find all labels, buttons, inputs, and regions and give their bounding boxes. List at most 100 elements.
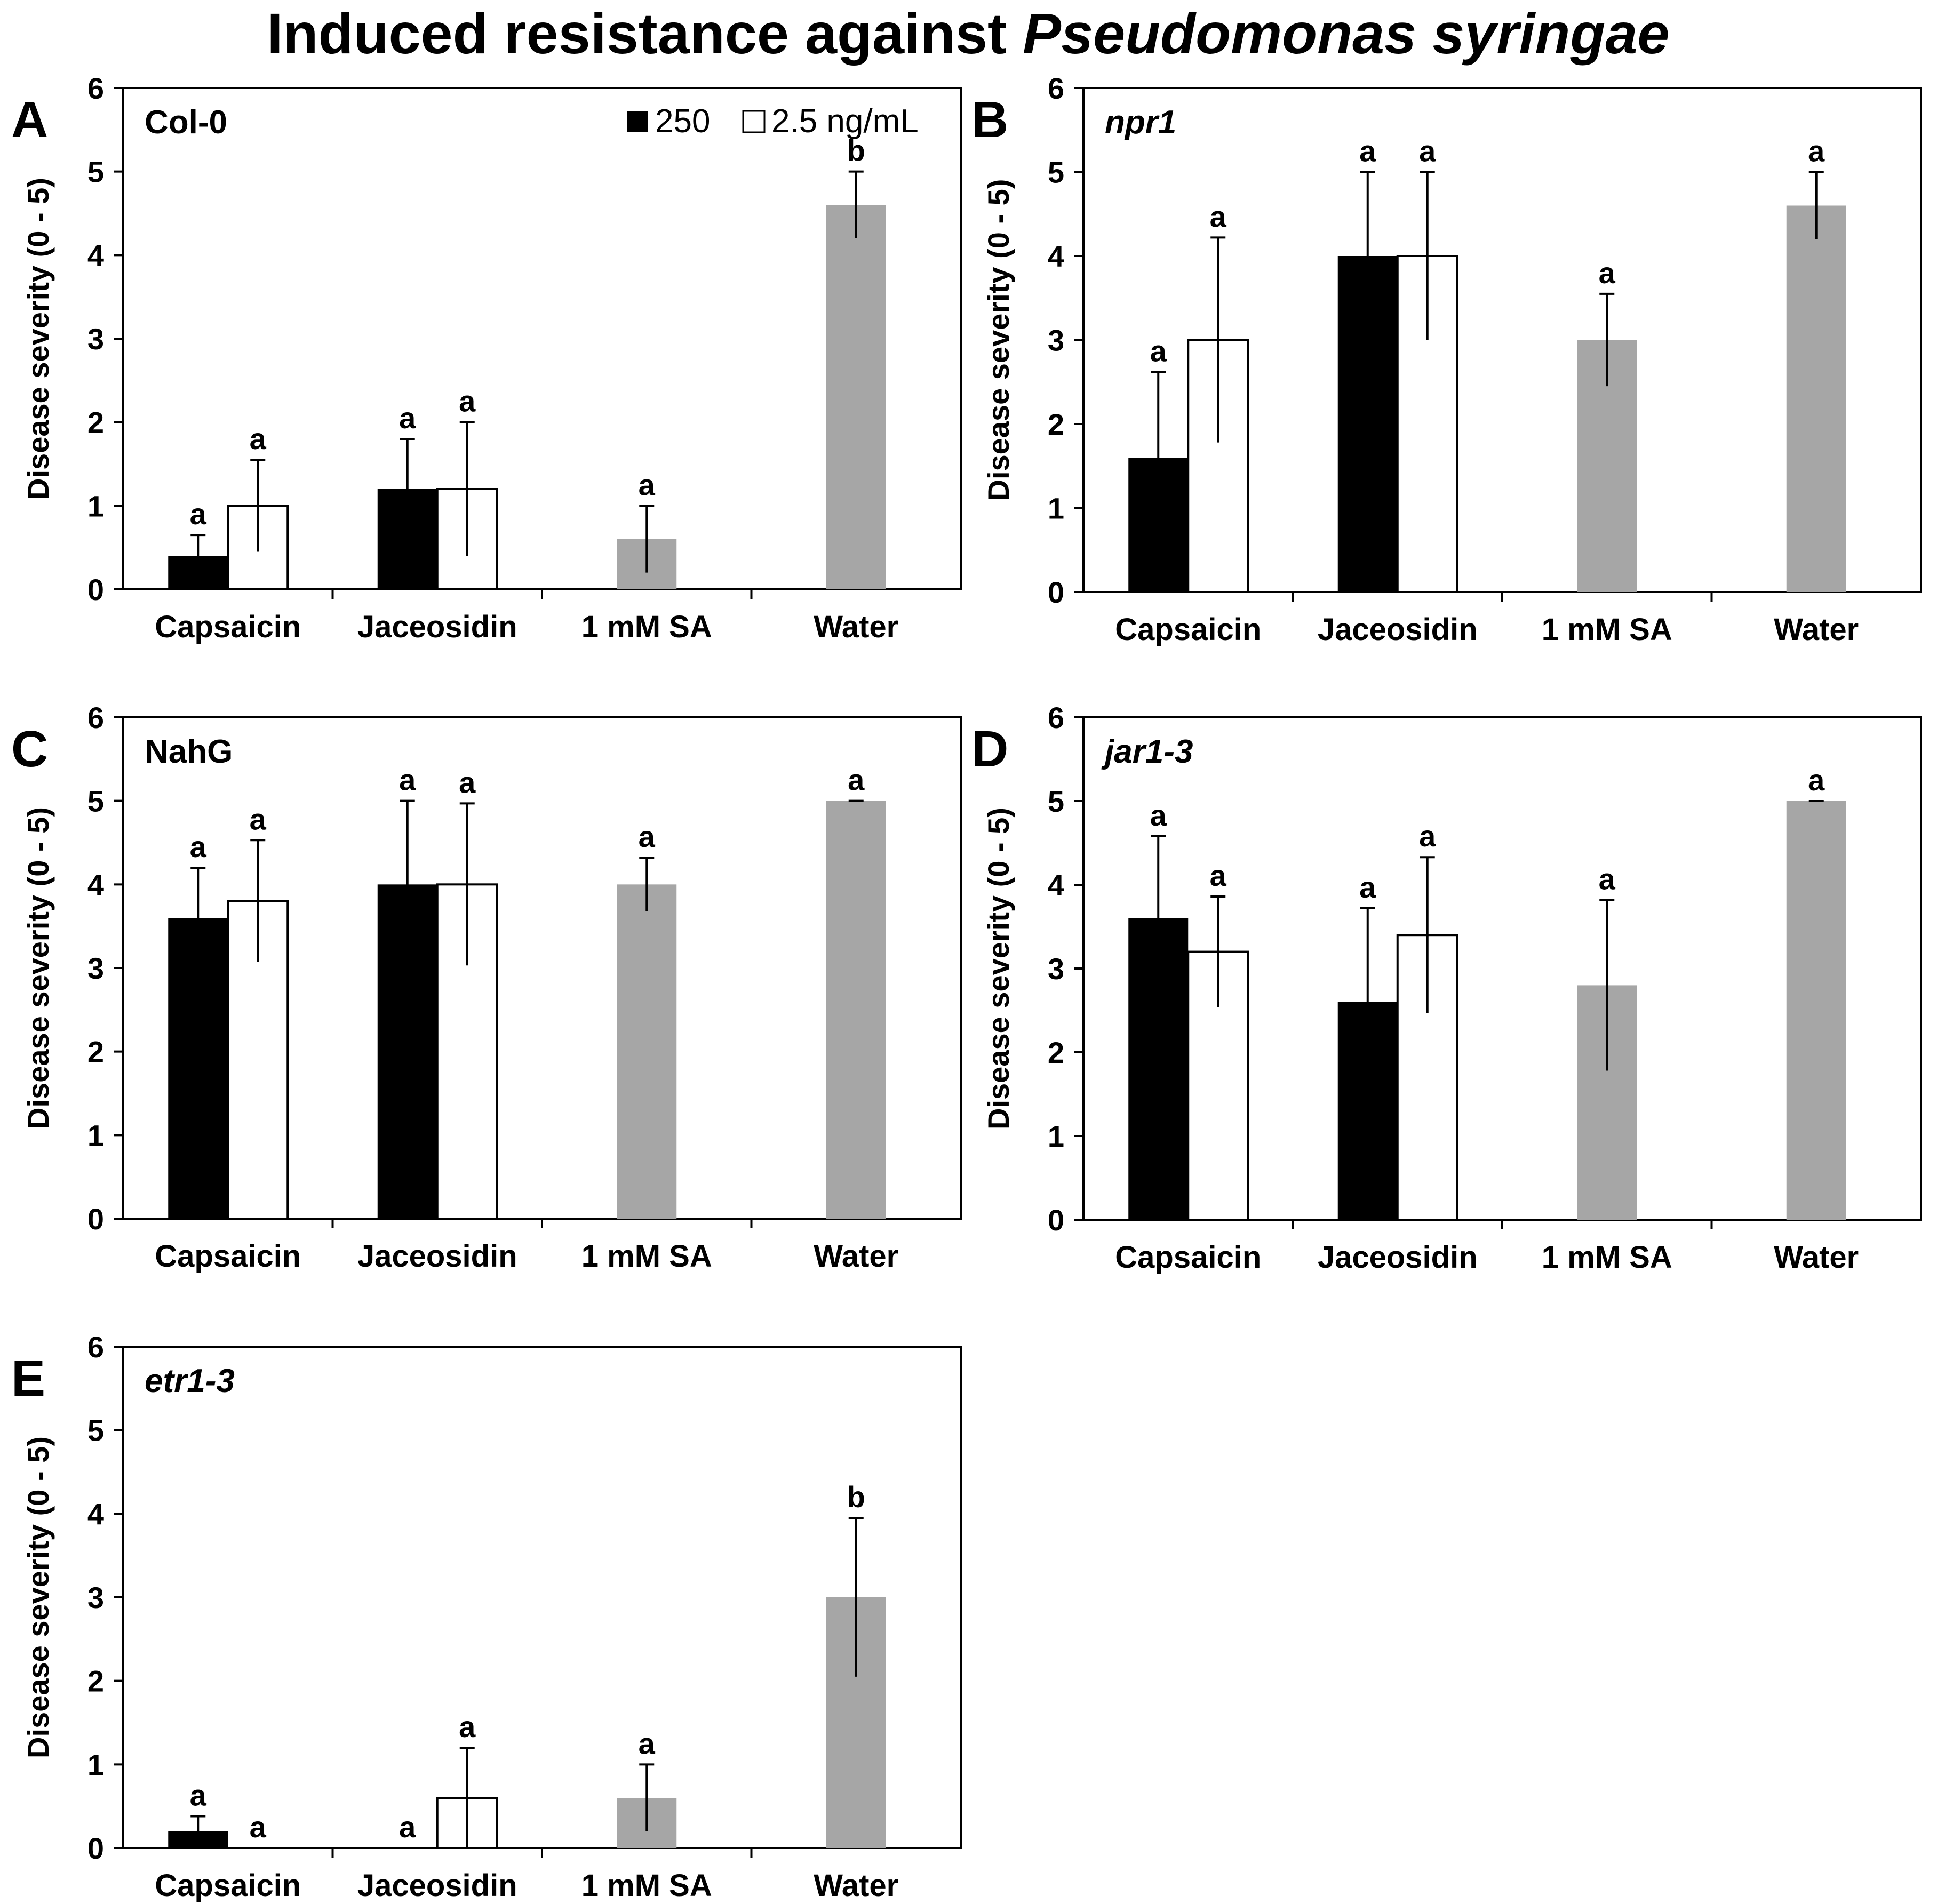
significance-letter: a: [1210, 199, 1227, 233]
bar: [617, 884, 677, 1219]
category-label: Water: [814, 610, 898, 644]
panel-letter: E: [11, 1350, 45, 1407]
significance-letter: a: [1150, 798, 1167, 832]
genotype-label: npr1: [1105, 104, 1176, 141]
category-label: Capsaicin: [155, 1239, 301, 1274]
significance-letter: a: [1210, 859, 1227, 892]
main-title-italic: Pseudomonas syringae: [1023, 1, 1669, 66]
legend: 250 2.5 ng/mL: [627, 103, 919, 140]
y-tick-label: 6: [87, 701, 104, 734]
y-tick-label: 2: [87, 406, 104, 439]
y-tick-label: 3: [1048, 952, 1064, 986]
significance-letter: a: [1808, 134, 1825, 168]
genotype-label: etr1-3: [145, 1363, 235, 1399]
y-tick-label: 3: [87, 1581, 104, 1614]
significance-letter: a: [1599, 256, 1616, 290]
y-axis-label: Disease severity (0 - 5): [21, 807, 55, 1129]
category-label: 1 mM SA: [581, 1239, 712, 1274]
y-tick-label: 0: [87, 1831, 104, 1865]
y-tick-label: 2: [87, 1035, 104, 1069]
category-label: Capsaicin: [155, 1868, 301, 1903]
y-axis-label: Disease severity (0 - 5): [982, 179, 1015, 501]
category-label: Water: [1774, 1240, 1859, 1275]
y-tick-label: 0: [1048, 1203, 1064, 1237]
significance-letter: b: [847, 1480, 865, 1514]
legend-label-2-5: 2.5 ng/mL: [771, 103, 919, 140]
legend-swatch-2-5: [742, 110, 766, 133]
y-tick-label: 0: [87, 1202, 104, 1236]
category-label: 1 mM SA: [581, 610, 712, 644]
panel-letter: A: [11, 91, 48, 148]
genotype-label: Col-0: [145, 104, 227, 141]
significance-letter: a: [250, 1810, 267, 1844]
y-tick-label: 1: [1048, 492, 1064, 525]
significance-letter: a: [639, 1726, 656, 1760]
significance-letter: a: [459, 385, 476, 418]
significance-letter: a: [190, 1778, 207, 1812]
category-label: Jaceosidin: [1318, 1240, 1478, 1275]
y-tick-label: 4: [87, 868, 104, 901]
panel-letter: B: [971, 91, 1008, 148]
panel-a: A Col-0 0 1 2 3 4 5 6 Disease severity (0 - 5) Cap…: [11, 71, 962, 644]
category-label: Jaceosidin: [357, 1239, 517, 1274]
y-axis-label: Disease severity (0 - 5): [21, 178, 55, 500]
category-label: Water: [1774, 612, 1859, 647]
y-tick-label: 4: [1048, 868, 1064, 902]
genotype-label: jar1-3: [1101, 733, 1193, 770]
category-label: Capsaicin: [1115, 612, 1261, 647]
y-axis-label: Disease severity (0 - 5): [21, 1436, 55, 1758]
bar: [1786, 801, 1846, 1220]
significance-letter: a: [1419, 134, 1436, 168]
significance-letter: a: [1599, 862, 1616, 895]
category-label: 1 mM SA: [581, 1868, 712, 1903]
category-label: Water: [814, 1239, 898, 1274]
y-tick-label: 1: [87, 1748, 104, 1781]
y-tick-label: 6: [87, 71, 104, 105]
category-label: Water: [814, 1868, 898, 1903]
panel-letter: C: [11, 721, 48, 778]
y-tick-label: 5: [87, 1414, 104, 1447]
y-tick-label: 1: [87, 489, 104, 523]
significance-letter: a: [1808, 763, 1825, 797]
significance-letter: a: [1419, 819, 1436, 853]
bar: [826, 205, 886, 589]
significance-letter: a: [1150, 334, 1167, 367]
y-tick-label: 0: [87, 573, 104, 606]
y-tick-label: 5: [87, 785, 104, 818]
category-label: Jaceosidin: [357, 610, 517, 644]
bar: [826, 801, 886, 1219]
y-tick-label: 6: [87, 1330, 104, 1364]
main-title-plain: Induced resistance against: [267, 1, 1023, 66]
category-label: 1 mM SA: [1542, 612, 1672, 647]
main-title: Induced resistance against Pseudomonas s…: [267, 1, 1670, 66]
panel-letter: D: [971, 721, 1008, 778]
y-tick-label: 5: [1048, 785, 1064, 818]
y-tick-label: 6: [1048, 701, 1064, 734]
y-tick-label: 3: [1048, 324, 1064, 357]
significance-letter: a: [639, 820, 656, 853]
significance-letter: a: [639, 468, 656, 501]
panels: A Col-0 0 1 2 3 4 5 6 Disease severity (0 - 5) Cap…: [11, 71, 1922, 1903]
y-tick-label: 2: [1048, 1036, 1064, 1069]
y-tick-label: 1: [87, 1118, 104, 1152]
significance-letter: a: [399, 1810, 416, 1844]
y-axis-label: Disease severity (0 - 5): [982, 807, 1015, 1130]
y-tick-label: 6: [1048, 71, 1064, 105]
category-label: Jaceosidin: [1318, 612, 1478, 647]
legend-swatch-250: [627, 111, 648, 132]
genotype-label: NahG: [145, 733, 233, 770]
category-label: Jaceosidin: [357, 1868, 517, 1903]
y-tick-label: 2: [1048, 407, 1064, 441]
significance-letter: a: [1359, 134, 1376, 168]
panel-c: C NahG 0 1 2 3 4 5 6 Disease severity (0 - 5) Caps…: [11, 701, 962, 1274]
y-tick-label: 4: [87, 1497, 104, 1531]
significance-letter: a: [250, 422, 267, 455]
significance-letter: a: [250, 802, 267, 836]
significance-letter: a: [459, 1710, 476, 1743]
category-label: 1 mM SA: [1542, 1240, 1672, 1275]
y-tick-label: 4: [87, 238, 104, 272]
significance-letter: a: [399, 401, 416, 435]
y-tick-label: 2: [87, 1665, 104, 1698]
